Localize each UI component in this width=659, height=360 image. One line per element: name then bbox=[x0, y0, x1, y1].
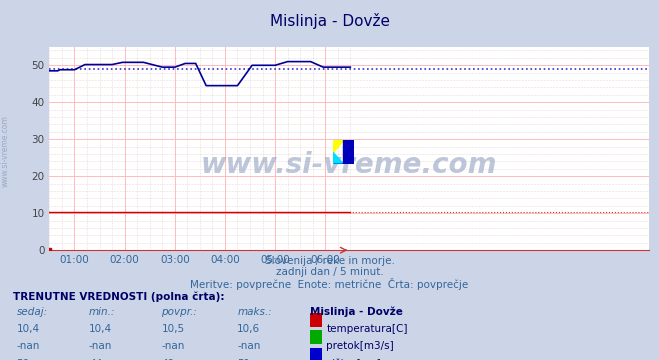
Text: Mislinja - Dovže: Mislinja - Dovže bbox=[310, 307, 403, 317]
Text: TRENUTNE VREDNOSTI (polna črta):: TRENUTNE VREDNOSTI (polna črta): bbox=[13, 292, 225, 302]
Text: 50: 50 bbox=[16, 359, 30, 360]
Text: -nan: -nan bbox=[89, 341, 112, 351]
Text: 10,6: 10,6 bbox=[237, 324, 260, 334]
Text: sedaj:: sedaj: bbox=[16, 307, 47, 317]
Text: 51: 51 bbox=[237, 359, 250, 360]
Text: temperatura[C]: temperatura[C] bbox=[326, 324, 408, 334]
Polygon shape bbox=[333, 140, 354, 164]
Text: pretok[m3/s]: pretok[m3/s] bbox=[326, 341, 394, 351]
Text: 10,5: 10,5 bbox=[161, 324, 185, 334]
Text: višina[cm]: višina[cm] bbox=[326, 359, 381, 360]
Text: Mislinja - Dovže: Mislinja - Dovže bbox=[270, 13, 389, 28]
Text: maks.:: maks.: bbox=[237, 307, 272, 317]
Text: Slovenija / reke in morje.: Slovenija / reke in morje. bbox=[264, 256, 395, 266]
Text: -nan: -nan bbox=[161, 341, 185, 351]
Text: -nan: -nan bbox=[237, 341, 260, 351]
Text: 10,4: 10,4 bbox=[89, 324, 112, 334]
Text: min.:: min.: bbox=[89, 307, 115, 317]
Text: povpr.:: povpr.: bbox=[161, 307, 197, 317]
Text: 44: 44 bbox=[89, 359, 102, 360]
Text: Meritve: povprečne  Enote: metrične  Črta: povprečje: Meritve: povprečne Enote: metrične Črta:… bbox=[190, 278, 469, 290]
Text: www.si-vreme.com: www.si-vreme.com bbox=[201, 151, 498, 179]
Text: www.si-vreme.com: www.si-vreme.com bbox=[1, 115, 10, 187]
Text: zadnji dan / 5 minut.: zadnji dan / 5 minut. bbox=[275, 267, 384, 277]
Text: 49: 49 bbox=[161, 359, 175, 360]
Polygon shape bbox=[333, 140, 343, 152]
Polygon shape bbox=[333, 152, 343, 164]
Text: 10,4: 10,4 bbox=[16, 324, 40, 334]
Text: -nan: -nan bbox=[16, 341, 40, 351]
